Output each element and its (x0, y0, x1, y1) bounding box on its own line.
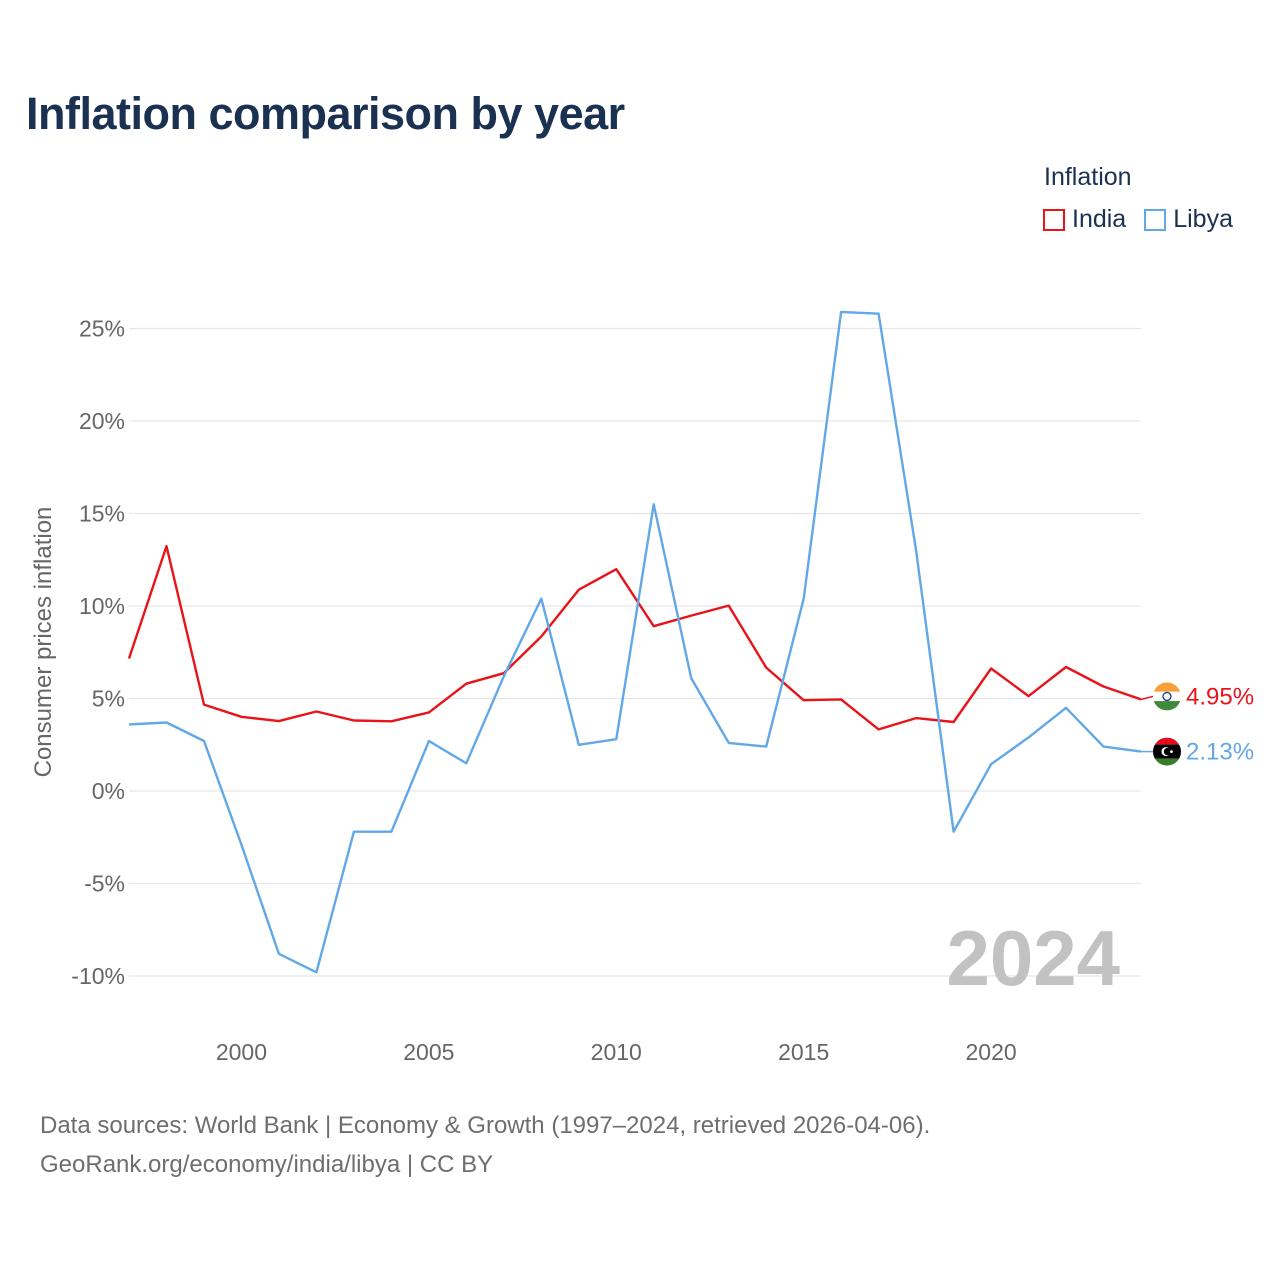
footer-sources: Data sources: World Bank | Economy & Gro… (40, 1112, 931, 1139)
legend-title: Inflation (1044, 163, 1132, 191)
legend-label-india: India (1072, 205, 1127, 233)
y-tick-label: 10% (79, 593, 125, 619)
series-lines (127, 310, 1142, 974)
y-tick-label: -5% (84, 871, 125, 897)
y-axis-ticks: 25% 20% 15% 10% 5% 0% -5% -10% (71, 316, 125, 990)
series-line-libya[interactable] (128, 310, 1142, 974)
year-watermark: 2024 (946, 914, 1120, 1002)
x-tick-label: 2020 (965, 1039, 1016, 1065)
y-tick-label: 5% (92, 686, 125, 712)
x-tick-label: 2000 (216, 1039, 267, 1065)
legend-swatch-india (1043, 208, 1065, 231)
end-connector (1140, 695, 1154, 701)
y-tick-label: 15% (79, 501, 125, 527)
legend-label-libya: Libya (1173, 205, 1233, 233)
y-tick-label: 20% (79, 408, 125, 434)
chart-title: Inflation comparison by year (26, 88, 625, 139)
legend-swatch-libya (1144, 208, 1167, 231)
end-labels: 4.95% 2.13% (1140, 682, 1254, 766)
legend-item-india[interactable]: India (1043, 205, 1126, 234)
end-label-libya: 2.13% (1186, 739, 1254, 766)
libya-flag-icon (1153, 737, 1181, 766)
grid-lines (129, 327, 1141, 977)
x-axis-ticks: 2000 2005 2010 2015 2020 (216, 1039, 1017, 1065)
y-tick-label: 0% (92, 778, 125, 804)
india-flag-icon (1153, 682, 1181, 711)
end-label-india: 4.95% (1186, 683, 1254, 710)
footer: Data sources: World Bank | Economy & Gro… (40, 1106, 930, 1184)
legend: India Libya (1043, 205, 1233, 234)
y-axis-label: Consumer prices inflation (30, 507, 57, 778)
series-line-india[interactable] (127, 545, 1142, 731)
footer-link[interactable]: GeoRank.org/economy/india/libya | CC BY (40, 1151, 494, 1178)
x-tick-label: 2005 (403, 1039, 454, 1065)
y-tick-label: 25% (79, 316, 125, 342)
x-tick-label: 2015 (778, 1039, 829, 1065)
legend-item-libya[interactable]: Libya (1144, 205, 1233, 234)
y-tick-label: -10% (71, 963, 125, 989)
x-tick-label: 2010 (591, 1039, 642, 1065)
